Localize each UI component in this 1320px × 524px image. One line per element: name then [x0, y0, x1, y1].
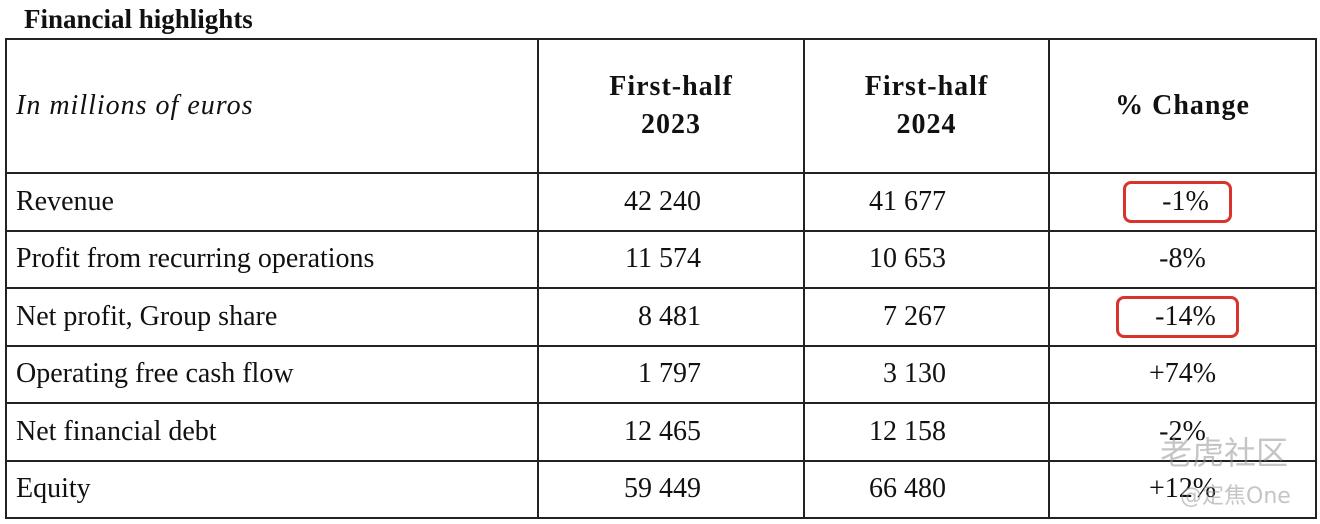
data-row: Net financial debt 12 465 12 158 -2% — [5, 402, 1317, 462]
row-label: Operating free cash flow — [5, 344, 539, 404]
row-label: Profit from recurring operations — [5, 229, 539, 289]
watermark: @定焦One — [1180, 484, 1291, 509]
data-row: Operating free cash flow 1 797 3 130 +74% — [5, 344, 1317, 404]
column-header: % Change — [1048, 38, 1317, 174]
cell: 12 465 — [537, 402, 805, 462]
cell: 10 653 — [803, 229, 1050, 289]
cell: +74% — [1048, 344, 1317, 404]
cell: -14% — [1048, 287, 1317, 347]
cell: -2% — [1048, 402, 1317, 462]
cell: 7 267 — [803, 287, 1050, 347]
column-header: First-half 2023 — [537, 38, 805, 174]
cell: 66 480 — [803, 459, 1050, 519]
cell: 12 158 — [803, 402, 1050, 462]
cell: 41 677 — [803, 172, 1050, 232]
data-row: Profit from recurring operations 11 574 10… — [5, 229, 1317, 289]
cell: +12% — [1048, 459, 1317, 519]
column-header: First-half 2024 — [803, 38, 1050, 174]
row-label: Net financial debt — [5, 402, 539, 462]
highlight-box: -14% — [1116, 295, 1239, 338]
cell: 1 797 — [537, 344, 805, 404]
cell: 42 240 — [537, 172, 805, 232]
row-label: Revenue — [5, 172, 539, 232]
financial-table: In millions of euros First-half 2023 Fir… — [5, 38, 1317, 519]
cell: 8 481 — [537, 287, 805, 347]
data-row: Net profit, Group share 8 481 7 267 -14% — [5, 287, 1317, 347]
row-label: Equity — [5, 459, 539, 519]
cell: 3 130 — [803, 344, 1050, 404]
cell: -1% — [1048, 172, 1317, 232]
row-label: Net profit, Group share — [5, 287, 539, 347]
watermark: 老虎社区 — [1160, 434, 1289, 472]
data-row: Revenue 42 240 41 677 -1% — [5, 172, 1317, 232]
cell: -8% — [1048, 229, 1317, 289]
cell: 11 574 — [537, 229, 805, 289]
column-header: In millions of euros — [5, 38, 539, 174]
cell: 59 449 — [537, 459, 805, 519]
data-row: Equity 59 449 66 480 +12% — [5, 459, 1317, 519]
header-row: In millions of euros First-half 2023 Fir… — [5, 38, 1317, 174]
highlight-box: -1% — [1123, 180, 1232, 223]
title: Financial highlights — [24, 4, 253, 34]
